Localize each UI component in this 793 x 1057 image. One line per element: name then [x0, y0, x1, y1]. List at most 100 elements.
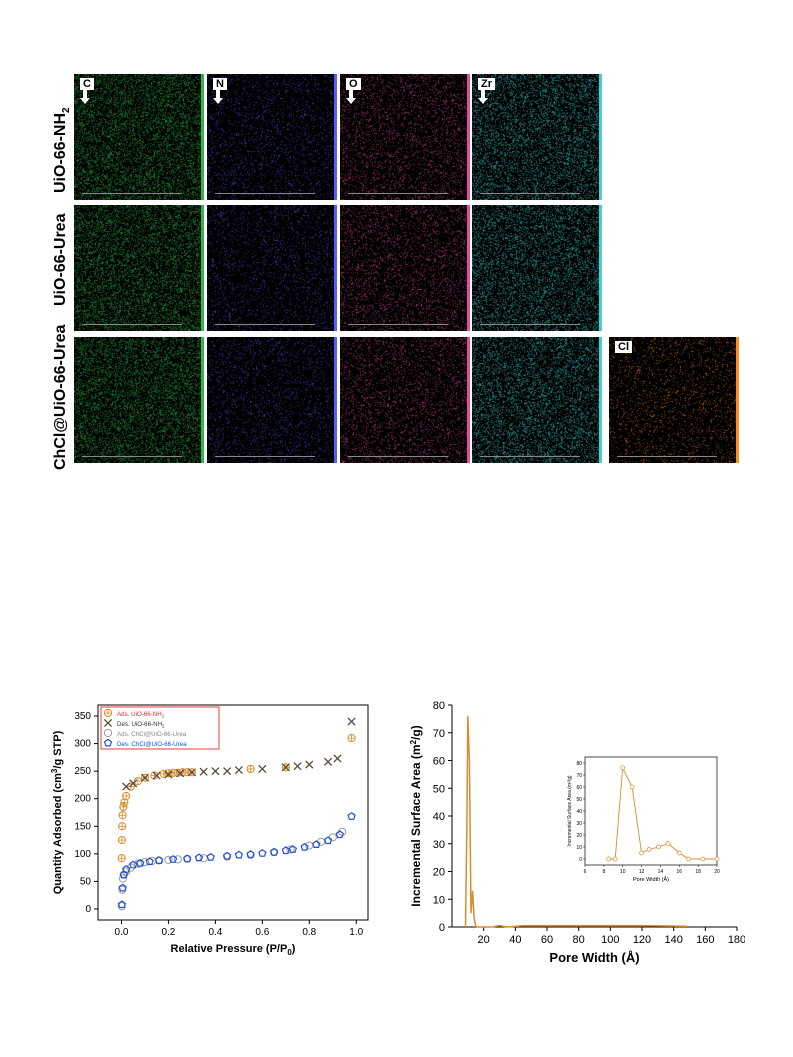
intensity-bar: [201, 74, 204, 200]
element-tag-C: C: [80, 78, 94, 90]
data-point: [222, 851, 232, 860]
y-tick-label: 40: [433, 811, 445, 823]
data-point: [145, 857, 154, 866]
inset-y-tick-label: 80: [576, 761, 582, 767]
data-point: [258, 764, 267, 774]
data-point: [223, 767, 232, 776]
element-tag-Cl: Cl: [615, 341, 632, 353]
data-point: [173, 855, 182, 864]
inset-x-tick-label: 6: [584, 869, 587, 875]
legend-label: Des. ChCl@UiO-66-Urea: [117, 741, 187, 748]
eds-noise-C: [74, 205, 204, 331]
y-tick-label: 50: [80, 876, 92, 887]
x-tick-label: 80: [573, 934, 585, 946]
data-point: [168, 855, 178, 863]
data-point: [288, 845, 298, 853]
x-tick-label: 0.4: [208, 927, 222, 938]
eds-noise-Zr: [472, 74, 602, 200]
inset-y-tick-label: 20: [576, 833, 582, 839]
inset-x-tick-label: 8: [602, 869, 605, 875]
isotherm-chart: 0.0 0.2 0.4 0.6 0.8 1.0 0 50 100 150 200 250 300 350 R…: [50, 704, 369, 957]
legend-label: Ads. UiO-66-NH2: [117, 711, 165, 719]
data-point: [152, 771, 161, 780]
data-point: [164, 855, 173, 865]
scale-bar: [215, 456, 315, 459]
scale-bar: [215, 324, 315, 327]
intensity-bar: [334, 337, 337, 463]
y-tick-label: 0: [439, 922, 445, 934]
row-label-2: ChCl@UiO-66-Urea: [52, 324, 69, 470]
series-line: [464, 716, 687, 928]
data-point: [164, 770, 173, 779]
intensity-bar: [334, 205, 337, 331]
data-point: [324, 757, 333, 766]
scale-bar: [480, 324, 580, 327]
eds-noise-N: [207, 337, 337, 463]
inset-x-tick-label: 14: [658, 869, 664, 875]
eds-map-Cl-row2: Cl: [609, 337, 739, 463]
x-tick-label: 0.6: [255, 927, 269, 938]
y-tick-label: 50: [433, 783, 445, 795]
legend-label: Des. UiO-66-NH2: [117, 721, 165, 729]
eds-map-N-row0: N: [207, 74, 337, 200]
scale-bar: [348, 324, 448, 327]
data-point: [300, 842, 309, 851]
data-point: [234, 850, 244, 859]
data-point: [281, 763, 290, 772]
data-point: [286, 845, 295, 854]
intensity-bar: [736, 337, 739, 463]
series-2: [117, 827, 347, 911]
data-point: [122, 864, 131, 873]
scale-bar: [82, 456, 182, 459]
inset-y-tick-label: 70: [576, 773, 582, 779]
inset-data-point: [606, 856, 611, 862]
intensity-bar: [201, 205, 204, 331]
inset-data-point: [656, 844, 661, 850]
data-point: [305, 760, 314, 769]
element-tag-N: N: [213, 78, 227, 90]
eds-map-C-row0: C: [74, 74, 204, 200]
eds-noise-O: [340, 205, 470, 331]
data-point: [211, 767, 220, 776]
scale-bar: [480, 193, 580, 196]
eds-map-C-row1: [74, 205, 204, 331]
eds-noise-Zr: [472, 337, 602, 463]
data-point: [118, 883, 127, 892]
pore-distribution-chart: 20 40 60 80 100 120 140 160 18001020304050607080…: [409, 700, 745, 965]
data-point: [246, 850, 255, 858]
plot-frame: [97, 704, 369, 921]
x-tick-label: 0.0: [115, 927, 129, 938]
data-point: [199, 767, 208, 776]
data-point: [118, 874, 127, 883]
inset-y-tick-label: 40: [576, 809, 582, 815]
eds-map-Zr-row1: [472, 205, 602, 331]
data-point: [154, 856, 164, 864]
eds-map-O-row1: [340, 205, 470, 331]
data-point: [122, 782, 131, 791]
y-tick-label: 200: [74, 794, 91, 805]
intensity-bar: [599, 205, 602, 331]
data-point: [335, 830, 344, 839]
data-point: [129, 779, 138, 788]
data-point: [347, 812, 356, 820]
y-axis-label: Incremental Surface Area (m2/g): [409, 725, 423, 906]
inset-data-point: [665, 841, 671, 846]
eds-noise-Cl: [609, 337, 739, 463]
intensity-bar: [599, 337, 602, 463]
inset-y-label: Incremental Surface Area (m²/g): [567, 775, 573, 846]
x-tick-label: 40: [509, 934, 521, 946]
x-tick-label: 140: [664, 934, 682, 946]
inset-x-tick-label: 12: [639, 869, 645, 875]
data-point: [293, 762, 302, 771]
y-tick-label: 60: [433, 756, 445, 768]
intensity-bar: [467, 74, 470, 200]
x-tick-label: 160: [696, 934, 714, 946]
x-tick-label: 20: [478, 934, 490, 946]
x-tick-label: 0.2: [161, 927, 175, 938]
data-point: [136, 858, 145, 867]
inset-y-tick-label: 10: [576, 845, 582, 851]
inset-x-tick-label: 10: [620, 869, 626, 875]
eds-map-Zr-row0: Zr: [472, 74, 602, 200]
eds-noise-N: [207, 205, 337, 331]
series-3: [117, 812, 356, 909]
